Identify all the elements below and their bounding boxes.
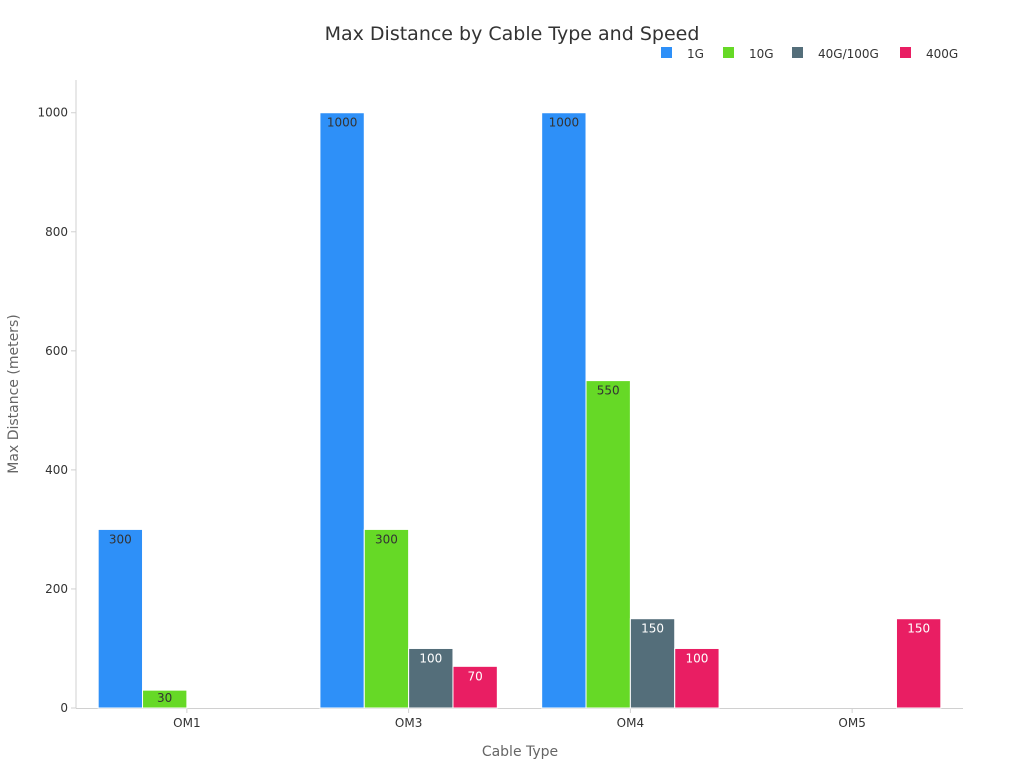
bar-data-label: 150 (641, 622, 664, 636)
bars (97, 112, 942, 709)
legend: 1G 10G 40G/100G 400G (661, 47, 958, 61)
x-tick-label: OM4 (617, 716, 644, 730)
legend-swatch (661, 47, 672, 58)
legend-label: 400G (926, 47, 958, 61)
bar (408, 647, 454, 709)
bar-data-label: 100 (685, 651, 708, 665)
y-axis-title: Max Distance (meters) (6, 314, 22, 473)
y-tick-label: 0 (60, 701, 68, 715)
bar (452, 665, 498, 709)
x-tick-label: OM1 (173, 716, 200, 730)
bar-data-label: 550 (597, 384, 620, 398)
bar (541, 112, 587, 709)
bar-data-label: 300 (109, 532, 132, 546)
bar-data-label: 70 (468, 669, 483, 683)
bar-data-label: 300 (375, 532, 398, 546)
legend-swatch (792, 47, 803, 58)
bar (585, 380, 631, 709)
bar (319, 112, 365, 709)
bar-data-label: 1000 (327, 116, 358, 130)
bar-data-label: 100 (419, 651, 442, 665)
y-tick-label: 400 (45, 463, 68, 477)
bar-data-label: 30 (157, 691, 172, 705)
legend-label: 1G (687, 47, 704, 61)
x-tick-label: OM5 (838, 716, 865, 730)
y-tick-label: 1000 (37, 106, 68, 120)
bar-labels: 300 1000 1000 30 300 550 100 150 70 100 150 (109, 116, 930, 705)
x-tick-label: OM3 (395, 716, 422, 730)
bar (142, 689, 188, 709)
legend-label: 10G (749, 47, 774, 61)
y-tick-label: 200 (45, 582, 68, 596)
bar (895, 618, 942, 709)
y-tick-label: 800 (45, 225, 68, 239)
bar (97, 528, 144, 709)
bar-data-label: 150 (907, 622, 930, 636)
bar-data-label: 1000 (549, 116, 580, 130)
legend-label: 40G/100G (818, 47, 879, 61)
legend-swatch (900, 47, 911, 58)
chart-title: Max Distance by Cable Type and Speed (325, 23, 700, 45)
x-axis-title: Cable Type (482, 744, 558, 760)
bar (363, 528, 410, 709)
legend-swatch (723, 47, 734, 58)
y-tick-label: 600 (45, 344, 68, 358)
y-axis: 0 200 400 600 800 1000 (37, 80, 77, 715)
bar (674, 647, 720, 709)
x-axis: OM1 OM3 OM4 OM5 (76, 708, 963, 730)
